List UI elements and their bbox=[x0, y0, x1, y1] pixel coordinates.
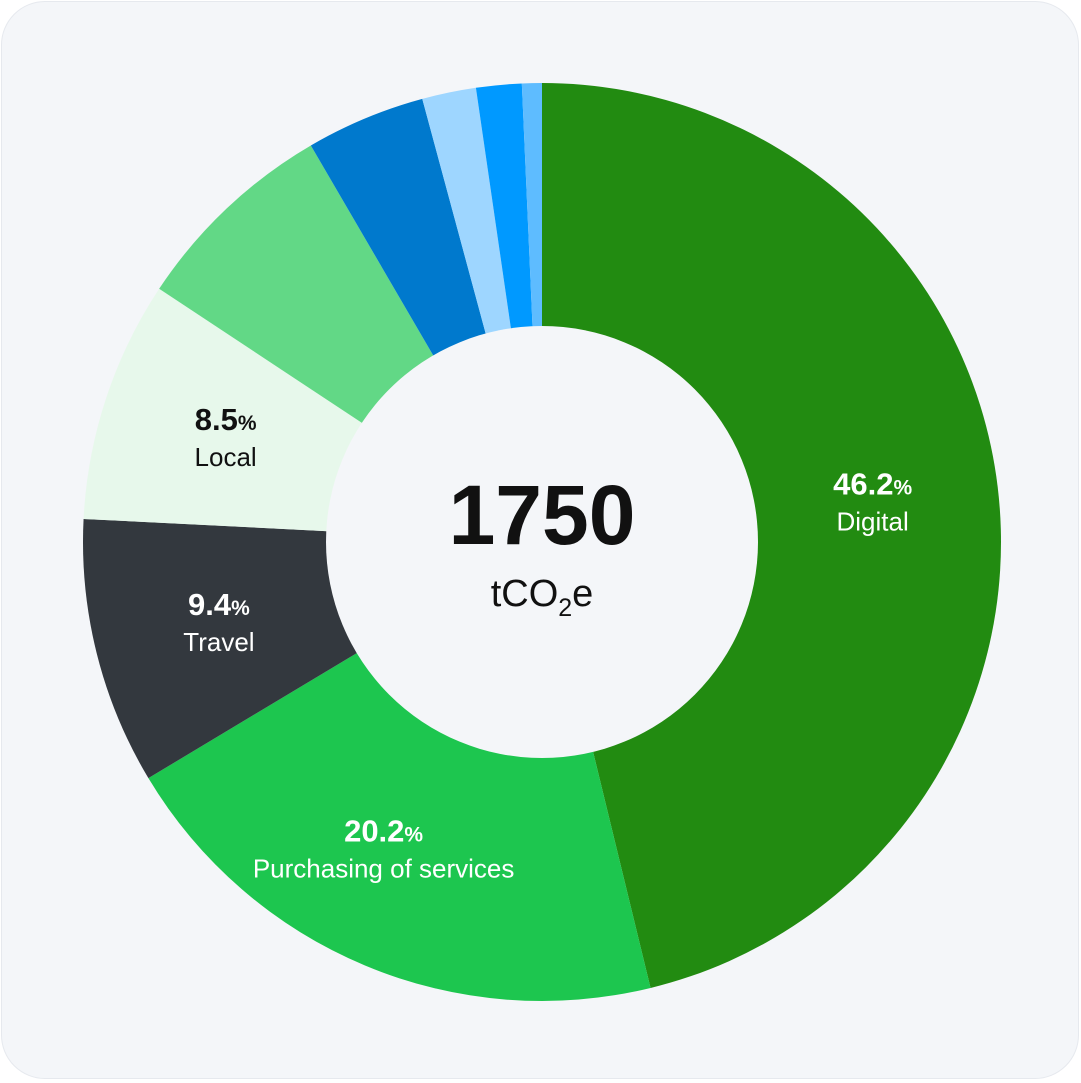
center-total: 1750 bbox=[449, 468, 636, 562]
category-label-purchasing-of-services: Purchasing of services bbox=[253, 853, 515, 883]
category-label-local: Local bbox=[195, 442, 257, 472]
data-label-local: 8.5% bbox=[195, 402, 257, 437]
donut-hole bbox=[326, 326, 758, 758]
center-unit: tCO2e bbox=[491, 573, 594, 622]
category-label-travel: Travel bbox=[183, 627, 254, 657]
data-label-digital: 46.2% bbox=[833, 466, 912, 501]
data-label-travel: 9.4% bbox=[188, 587, 250, 622]
slice-digital bbox=[542, 83, 1002, 988]
data-label-purchasing-of-services: 20.2% bbox=[344, 813, 423, 848]
labels-group: 46.2% Digital 20.2% Purchasing of services 9… bbox=[183, 402, 912, 883]
category-label-digital: Digital bbox=[837, 506, 909, 536]
